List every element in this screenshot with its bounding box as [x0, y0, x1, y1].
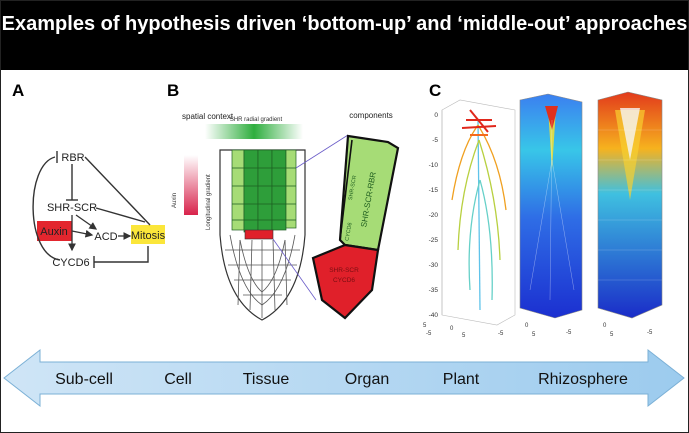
x-tick: -5 [647, 330, 653, 336]
x-tick-labels: 5 -5 0 5 -5 [423, 323, 504, 339]
x-tick: 0 [525, 323, 529, 329]
radial-gradient-label: SHR radial gradient [230, 117, 283, 123]
comp-upper-sub-text: CYCD6 [344, 222, 353, 241]
x-tick: 5 [610, 332, 614, 338]
x-tick: 5 [532, 332, 536, 338]
longitudinal-gradient-label: Longitudinal gradient [206, 174, 212, 230]
y-tick: -35 [429, 287, 439, 294]
y-tick: -20 [429, 212, 439, 219]
scale-label-sub-cell: Sub-cell [55, 371, 113, 388]
acd-node: ACD [94, 231, 117, 243]
comp-upper-small-text: SHR-SCR [348, 175, 358, 201]
comp-lower-sub-text: CYCD6 [333, 277, 355, 284]
scale-label-organ: Organ [345, 371, 389, 388]
spatial-context-label: spatial context [182, 112, 234, 121]
shr-radial-gradient-bar [205, 124, 303, 139]
rhizosphere-plot-right [597, 91, 663, 319]
scale-label-plant: Plant [443, 371, 480, 388]
scale-label-cell: Cell [164, 371, 192, 388]
x-tick: 5 [462, 333, 466, 339]
scale-arrow: Sub-cell Cell Tissue Organ Plant Rhizosp… [3, 348, 685, 408]
panel-a-label: A [12, 81, 25, 100]
y-tick: -10 [429, 162, 439, 169]
y-tick-labels: 0 -5 -10 -15 -20 -25 -30 -35 -40 [429, 112, 439, 319]
green-tissue [231, 149, 297, 233]
panel-b-tissue: spatial context SHR radial gradient Auxi… [172, 111, 400, 321]
panel-b-label: B [167, 81, 180, 100]
x-tick: 5 [423, 323, 427, 329]
panel-c-label: C [429, 81, 442, 100]
panel-c-plots: 0 -5 -10 -15 -20 -25 -30 -35 -40 5 -5 0 [423, 91, 663, 339]
y-tick: -25 [429, 237, 439, 244]
y-tick: -15 [429, 187, 439, 194]
components-label: components [349, 111, 393, 120]
auxin-node: Auxin [40, 226, 68, 238]
auxin-label: Auxin [172, 193, 178, 208]
red-cells [244, 229, 274, 240]
y-tick: -30 [429, 262, 439, 269]
auxin-gradient-bar [184, 155, 198, 215]
x-tick: -5 [498, 331, 504, 337]
panel-a-network: RBR SHR-SCR Auxin ACD Mitosis CYCD6 [32, 151, 166, 269]
y-tick: -40 [429, 312, 439, 319]
auxin-box [37, 221, 72, 241]
figure-title: Examples of hypothesis driven ‘bottom-up… [1, 13, 688, 35]
cycd6-node: CYCD6 [52, 257, 89, 269]
scale-label-rhizosphere: Rhizosphere [538, 371, 628, 388]
x-tick: 0 [450, 326, 454, 332]
x-tick: -5 [566, 330, 572, 336]
scale-label-tissue: Tissue [243, 371, 290, 388]
y-tick: 0 [434, 112, 438, 119]
right-x-ticks: 0 5 -5 [603, 323, 653, 338]
root-system-traces [451, 109, 507, 311]
y-tick: -5 [432, 137, 438, 144]
x-tick: 0 [603, 323, 607, 329]
component-lower-cell [311, 243, 380, 320]
x-tick: -5 [426, 331, 432, 337]
middle-x-ticks: 0 5 -5 [525, 323, 572, 338]
shr-scr-node: SHR-SCR [47, 202, 97, 214]
root-cell-grid [225, 234, 300, 318]
mitosis-node: Mitosis [131, 230, 166, 242]
comp-lower-main-text: SHR-SCR [329, 267, 359, 274]
rbr-node: RBR [61, 152, 84, 164]
figure-header: Examples of hypothesis driven ‘bottom-up… [1, 1, 688, 70]
mitosis-box [131, 225, 165, 244]
